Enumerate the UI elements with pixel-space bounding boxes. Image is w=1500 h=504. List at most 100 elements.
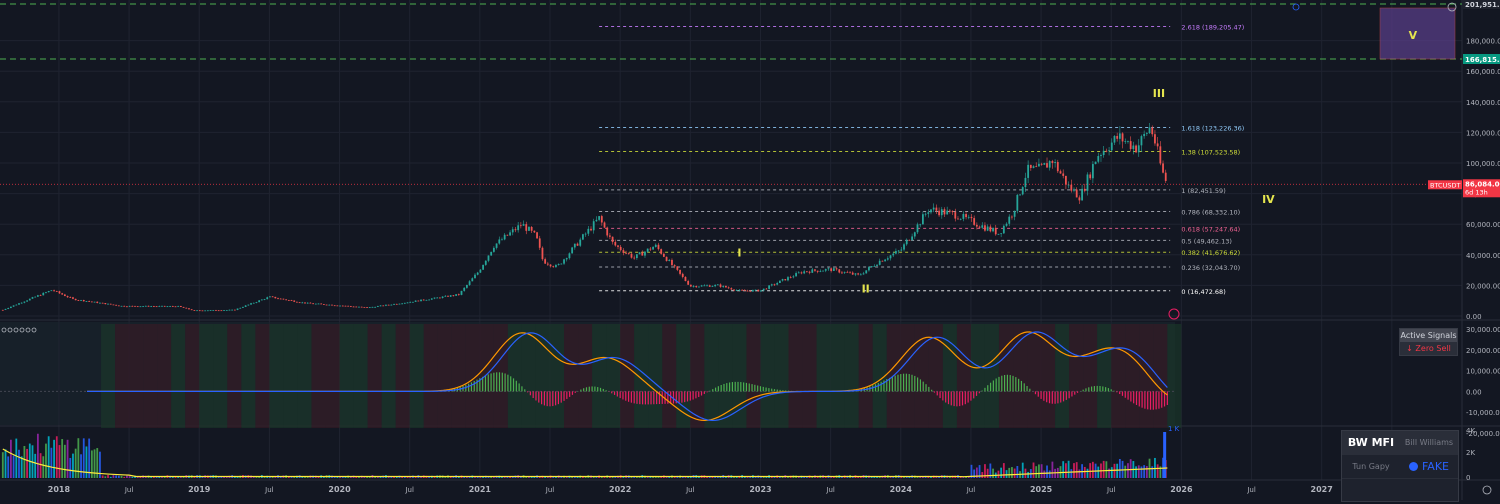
- candle-body: [843, 271, 846, 273]
- volume-bar: [1013, 468, 1016, 478]
- candle-body: [277, 298, 279, 300]
- candle-body: [633, 257, 636, 259]
- candle-body: [468, 281, 471, 285]
- volume-bar: [760, 476, 762, 478]
- candle-body: [789, 277, 792, 278]
- candle-body: [476, 272, 479, 275]
- volume-bar: [805, 476, 808, 478]
- fib-label: 1.618 (123,226.36): [1181, 124, 1244, 132]
- candle-body: [519, 225, 522, 227]
- volume-bar: [824, 476, 827, 478]
- candle-body: [417, 300, 420, 302]
- volume-bar: [1070, 469, 1073, 478]
- candle-body: [171, 306, 174, 307]
- indicator-toggle-icon[interactable]: [31, 327, 37, 333]
- candle-body: [584, 233, 587, 235]
- candle-body: [287, 300, 290, 301]
- candle-body: [66, 296, 69, 298]
- signal-band: [900, 324, 915, 428]
- candle-body: [773, 284, 776, 286]
- candle-body: [749, 290, 752, 292]
- signal-band: [1139, 324, 1154, 428]
- candle-body: [986, 226, 989, 231]
- candle-body: [989, 226, 992, 232]
- volume-bar: [107, 475, 109, 478]
- candle-body: [69, 297, 72, 298]
- volume-bar: [916, 476, 919, 478]
- volume-bar: [355, 476, 358, 478]
- candle-body: [242, 306, 244, 308]
- indicator-toggle-icon[interactable]: [1, 327, 7, 333]
- volume-bar: [258, 476, 261, 478]
- time-tick-label: 2026: [1170, 485, 1193, 494]
- candle-body: [876, 264, 878, 266]
- volume-bar: [217, 476, 220, 478]
- signal-band: [858, 324, 873, 428]
- volume-bar: [1005, 470, 1008, 478]
- candle-body: [946, 210, 949, 215]
- volume-bar: [53, 439, 55, 478]
- candle-body: [1162, 163, 1164, 173]
- candle-body: [460, 290, 463, 295]
- indicator-toggle-icon[interactable]: [7, 327, 13, 333]
- candle-body: [90, 301, 93, 303]
- axis-settings-icon[interactable]: [1482, 485, 1492, 495]
- candle-body: [665, 256, 668, 261]
- candle-body: [857, 273, 860, 275]
- volume-bar: [34, 453, 37, 478]
- candle-body: [331, 304, 333, 306]
- candle-body: [1040, 163, 1043, 165]
- volume-bar: [112, 475, 115, 478]
- osc-tick-label: 0.00: [1466, 388, 1482, 396]
- candle-body: [1094, 161, 1097, 165]
- candle-body: [889, 255, 892, 259]
- signal-band: [521, 324, 536, 428]
- volume-bar: [743, 476, 746, 478]
- candle-body: [339, 305, 341, 307]
- volume-bar: [889, 476, 892, 478]
- volume-bar: [390, 476, 393, 478]
- candle-body: [449, 295, 452, 297]
- candle-body: [503, 234, 506, 240]
- candle-body: [1078, 197, 1081, 201]
- candle-body: [314, 303, 317, 305]
- settings-icon[interactable]: [1447, 2, 1457, 12]
- volume-bar: [363, 476, 366, 478]
- candle-body: [1145, 133, 1148, 134]
- candle-body: [760, 290, 762, 292]
- candle-body: [1110, 142, 1113, 151]
- candle-body: [155, 306, 158, 308]
- candle-body: [182, 306, 185, 308]
- candle-body: [776, 283, 779, 285]
- candle-body: [414, 300, 417, 302]
- candle-body: [873, 265, 876, 267]
- candle-body: [970, 216, 973, 219]
- signal-band: [872, 324, 887, 428]
- indicator-toggle-icon[interactable]: [13, 327, 19, 333]
- candle-body: [1151, 127, 1154, 135]
- symbol-tag: [1428, 180, 1462, 190]
- candle-body: [511, 229, 514, 233]
- candle-body: [805, 271, 808, 273]
- volume-bar: [395, 476, 398, 478]
- indicator-toggle-icon[interactable]: [25, 327, 31, 333]
- volume-bar: [306, 476, 309, 478]
- candle-body: [649, 248, 652, 250]
- candle-body: [422, 299, 425, 301]
- alert-icon[interactable]: [1168, 308, 1180, 320]
- candle-body: [765, 288, 768, 290]
- volume-bar: [592, 476, 595, 478]
- volume-bar: [336, 476, 339, 478]
- volume-bar: [252, 476, 255, 478]
- candle-body: [401, 303, 404, 305]
- volume-bar: [474, 476, 476, 478]
- candle-body: [614, 241, 617, 246]
- indicator-toggle-icon[interactable]: [19, 327, 25, 333]
- signal-band: [550, 324, 565, 428]
- signal-band: [115, 324, 130, 428]
- active-signals-box[interactable]: Active Signals ↓ Zero Sell: [1399, 328, 1458, 356]
- candle-body: [781, 279, 784, 281]
- signal-band: [437, 324, 452, 428]
- mfi-value: FAKE: [1400, 455, 1458, 478]
